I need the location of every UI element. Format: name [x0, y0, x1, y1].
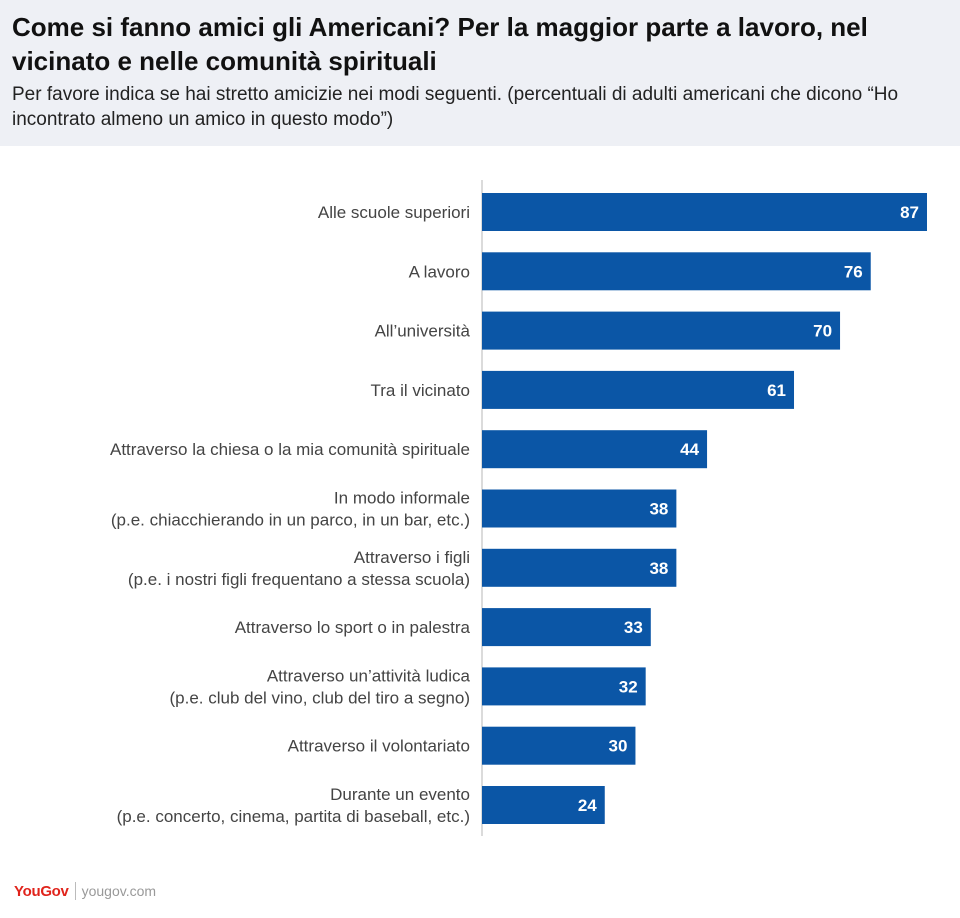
- data-label: 32: [619, 677, 638, 696]
- category-label: (p.e. concerto, cinema, partita di baseb…: [117, 807, 470, 826]
- footer-divider: [74, 882, 76, 900]
- data-label: 38: [649, 559, 668, 578]
- data-label: 61: [767, 381, 786, 400]
- bar: [482, 786, 605, 824]
- data-label: 30: [609, 737, 628, 756]
- chart-title: Come si fanno amici gli Americani? Per l…: [12, 12, 868, 76]
- category-label: (p.e. club del vino, club del tiro a seg…: [169, 688, 470, 707]
- footer-site: yougov.com: [81, 883, 157, 899]
- bar: [482, 370, 795, 409]
- category-label: (p.e. chiacchierando in un parco, in un …: [111, 511, 470, 530]
- data-label: 76: [844, 262, 863, 281]
- category-label: Attraverso un’attività ludica: [267, 666, 471, 685]
- data-label: 44: [680, 440, 699, 459]
- data-label: 33: [624, 618, 643, 637]
- bar: [482, 548, 677, 587]
- bar: [482, 193, 927, 231]
- bar: [482, 667, 646, 706]
- category-label: (p.e. i nostri figli frequentano a stess…: [128, 570, 470, 589]
- bar: [482, 252, 871, 291]
- category-label: A lavoro: [409, 262, 470, 281]
- data-label: 24: [578, 796, 597, 815]
- footer: YouGov yougov.com: [14, 880, 156, 902]
- data-label: 70: [813, 322, 832, 341]
- category-label: Attraverso il volontariato: [288, 737, 470, 756]
- bar: [482, 726, 636, 765]
- category-label: Alle scuole superiori: [318, 203, 470, 222]
- bar: [482, 608, 651, 647]
- category-label: Attraverso la chiesa o la mia comunità s…: [110, 440, 470, 459]
- header: Come si fanno amici gli Americani? Per l…: [0, 0, 960, 146]
- category-label: Tra il vicinato: [370, 381, 470, 400]
- chart-subtitle: Per favore indica se hai stretto amicizi…: [12, 84, 899, 130]
- bar: [482, 489, 677, 528]
- yougov-logo: YouGov: [14, 882, 69, 900]
- bar-chart: 87 Alle scuole superiori 76 A lavoro 70 All’u…: [110, 180, 927, 836]
- data-label: 38: [649, 500, 668, 519]
- data-label: 87: [900, 203, 919, 222]
- category-label: Attraverso lo sport o in palestra: [235, 618, 471, 637]
- category-label: All’università: [375, 322, 471, 341]
- category-label: In modo informale: [334, 489, 470, 508]
- category-label: Durante un evento: [330, 785, 470, 804]
- category-label: Attraverso i figli: [354, 548, 470, 567]
- bar: [482, 311, 841, 350]
- bar: [482, 430, 708, 469]
